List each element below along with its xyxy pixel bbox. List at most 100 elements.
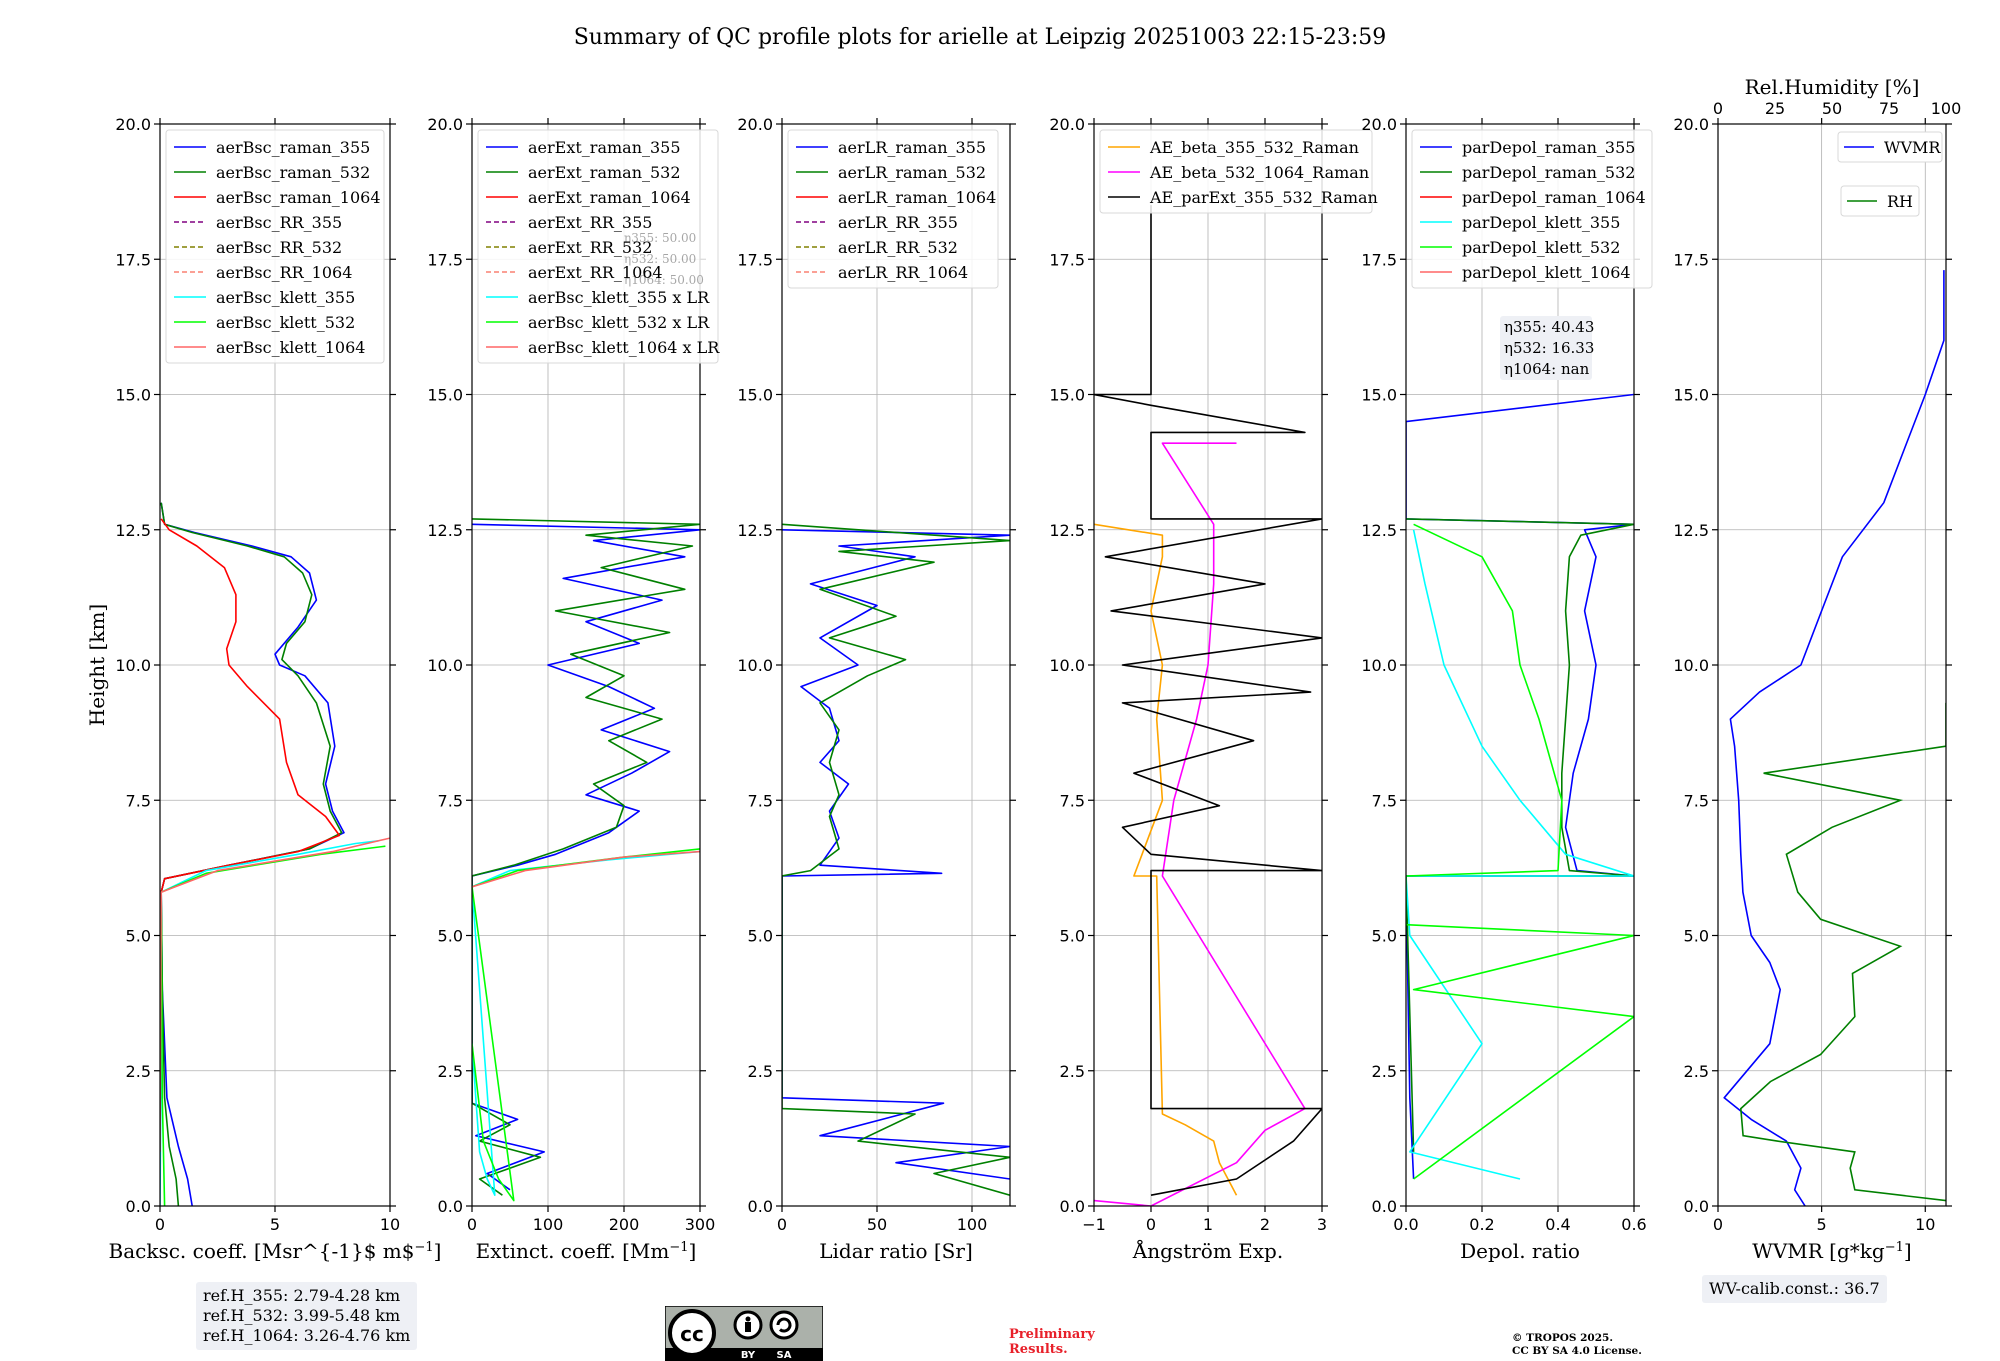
y-tick-label: 20.0 (1049, 115, 1085, 134)
legend: AE_beta_355_532_Raman AE_beta_532_1064_Ra… (1099, 129, 1378, 214)
y-tick-label: 20.0 (737, 115, 773, 134)
legend-label: aerBsc_klett_1064 (216, 338, 365, 357)
y-tick-label: 5.0 (1060, 927, 1085, 946)
cc-icon (668, 1309, 716, 1357)
top-x-tick-label: 50 (1822, 99, 1842, 118)
y-tick-label: 17.5 (1361, 250, 1397, 269)
y-tick-label: 15.0 (1673, 386, 1709, 405)
legend-box (787, 129, 999, 289)
x-axis-label: Ångström Exp. (1132, 1238, 1283, 1263)
legend-label: parDepol_klett_532 (1462, 238, 1620, 257)
panel-2: 0.0 2.5 5.0 7.5 10.0 12.5 15.0 17.5 20.0 0 100 200 3… (427, 115, 720, 1263)
figure-title: Summary of QC profile plots for arielle … (574, 25, 1387, 50)
legend-label: parDepol_raman_355 (1462, 138, 1635, 157)
legend-label: aerExt_RR_355 (528, 213, 652, 232)
preliminary-notice: Preliminary Results. (1009, 1327, 1095, 1357)
y-tick-label: 7.5 (438, 791, 463, 810)
series-group (472, 518, 700, 1202)
y-tick-label: 5.0 (748, 927, 773, 946)
series-parDepol_raman_532 (1406, 518, 1634, 1152)
ref-height-532: ref.H_532: 3.99-5.48 km (203, 1306, 401, 1325)
preliminary-line-2: Results. (1009, 1342, 1068, 1357)
x-tick-label: −1 (1082, 1215, 1106, 1234)
y-tick-label: 5.0 (1684, 927, 1709, 946)
y-tick-label: 7.5 (1372, 791, 1397, 810)
x-axis-label: Backsc. coeff. [Msr^{-1}$ m$−1] (109, 1239, 442, 1263)
legend-box (1840, 185, 1920, 217)
wv-calibration-constant: WV-calib.const.: 36.7 (1709, 1279, 1880, 1298)
by-label: BY (741, 1350, 756, 1361)
copyright-line-2: CC BY SA 4.0 License. (1512, 1345, 1642, 1357)
series-parDepol_klett_355 (1406, 529, 1634, 1180)
legend-wvmr: WVMR (1837, 131, 1943, 163)
y-tick-label: 0.0 (1684, 1197, 1709, 1216)
y-tick-label: 2.5 (126, 1062, 151, 1081)
top-x-tick-label: 25 (1765, 99, 1785, 118)
legend-label: aerLR_raman_1064 (838, 188, 996, 207)
legend-box (1411, 129, 1653, 289)
ref-height-355: ref.H_355: 2.79-4.28 km (203, 1286, 401, 1305)
series-aerLR_raman_532 (782, 523, 1010, 1196)
x-tick-label: 300 (685, 1215, 716, 1234)
y-tick-label: 10.0 (1361, 656, 1397, 675)
legend-label: aerExt_raman_355 (528, 138, 681, 157)
legend: parDepol_raman_355 parDepol_raman_532 parD… (1411, 129, 1653, 289)
x-tick-label: 100 (957, 1215, 988, 1234)
x-tick-label: 5 (1817, 1215, 1827, 1234)
legend-label: aerBsc_klett_1064 x LR (528, 338, 720, 357)
y-tick-label: 2.5 (748, 1062, 773, 1081)
x-tick-label: 0 (155, 1215, 165, 1234)
y-tick-label: 20.0 (427, 115, 463, 134)
eta-line: η532: 16.33 (1504, 339, 1594, 357)
y-tick-label: 2.5 (1060, 1062, 1085, 1081)
legend-label: aerBsc_klett_355 x LR (528, 288, 710, 307)
y-tick-label: 12.5 (427, 521, 463, 540)
x-tick-label: 0 (467, 1215, 477, 1234)
preliminary-line-1: Preliminary (1009, 1327, 1095, 1342)
x-axis-label: Lidar ratio [Sr] (819, 1239, 973, 1263)
x-axis-label: Depol. ratio (1460, 1239, 1580, 1263)
top-x-tick-label: 0 (1713, 99, 1723, 118)
legend-rh: RH (1840, 185, 1920, 217)
top-x-tick-label: 75 (1879, 99, 1899, 118)
series-aerBsc_klett_532 (160, 845, 386, 1206)
legend-label: aerBsc_RR_532 (216, 238, 342, 257)
legend-label: parDepol_raman_532 (1462, 163, 1635, 182)
series-parDepol_klett_532 (1406, 523, 1634, 1180)
series-group (160, 502, 390, 1206)
copyright-line-1: © TROPOS 2025. (1512, 1332, 1614, 1344)
y-tick-label: 20.0 (115, 115, 151, 134)
legend-box (477, 129, 719, 364)
series-group (1406, 393, 1634, 1180)
eta-line: η355: 50.00 (624, 231, 696, 245)
eta-annotation: η355: 50.00 η532: 50.00 η1064: 50.00 (624, 231, 704, 287)
series-group (1723, 270, 1946, 1206)
legend-label: aerBsc_klett_532 x LR (528, 313, 710, 332)
series-aerBsc_klett_1064 (160, 837, 390, 1152)
y-tick-label: 15.0 (427, 386, 463, 405)
y-tick-label: 10.0 (1049, 656, 1085, 675)
x-tick-label: 10 (380, 1215, 400, 1234)
top-x-tick-label: 100 (1931, 99, 1962, 118)
x-tick-label: 50 (867, 1215, 887, 1234)
legend-label: aerLR_RR_1064 (838, 263, 968, 282)
eta-line: η1064: 50.00 (624, 273, 704, 287)
y-tick-label: 0.0 (1372, 1197, 1397, 1216)
legend-label: AE_parExt_355_532_Raman (1149, 188, 1378, 207)
series-aerBsc_raman_1064 (160, 518, 341, 1152)
series-group (1094, 205, 1322, 1206)
wv-calibration-box: WV-calib.const.: 36.7 (1702, 1275, 1887, 1303)
legend-label: aerBsc_raman_355 (216, 138, 370, 157)
y-tick-label: 7.5 (126, 791, 151, 810)
panel-6: 0.02.55.07.510.012.515.017.520.00 5 10WVMR… (1673, 75, 1961, 1263)
panel-4: 0.0 2.5 5.0 7.5 10.0 12.5 15.0 17.5 20.0 −1 0 1 2 3 Ån… (1049, 115, 1377, 1263)
x-tick-label: 5 (270, 1215, 280, 1234)
legend: aerBsc_raman_355 aerBsc_raman_532 aerBsc_r… (165, 129, 385, 364)
y-tick-label: 17.5 (1673, 250, 1709, 269)
legend-label: AE_beta_532_1064_Raman (1149, 163, 1369, 182)
ref-height-1064: ref.H_1064: 3.26-4.76 km (203, 1326, 411, 1345)
y-tick-label: 15.0 (1049, 386, 1085, 405)
y-tick-label: 5.0 (126, 927, 151, 946)
legend-label: aerBsc_raman_532 (216, 163, 370, 182)
x-tick-label: 0 (1713, 1215, 1723, 1234)
